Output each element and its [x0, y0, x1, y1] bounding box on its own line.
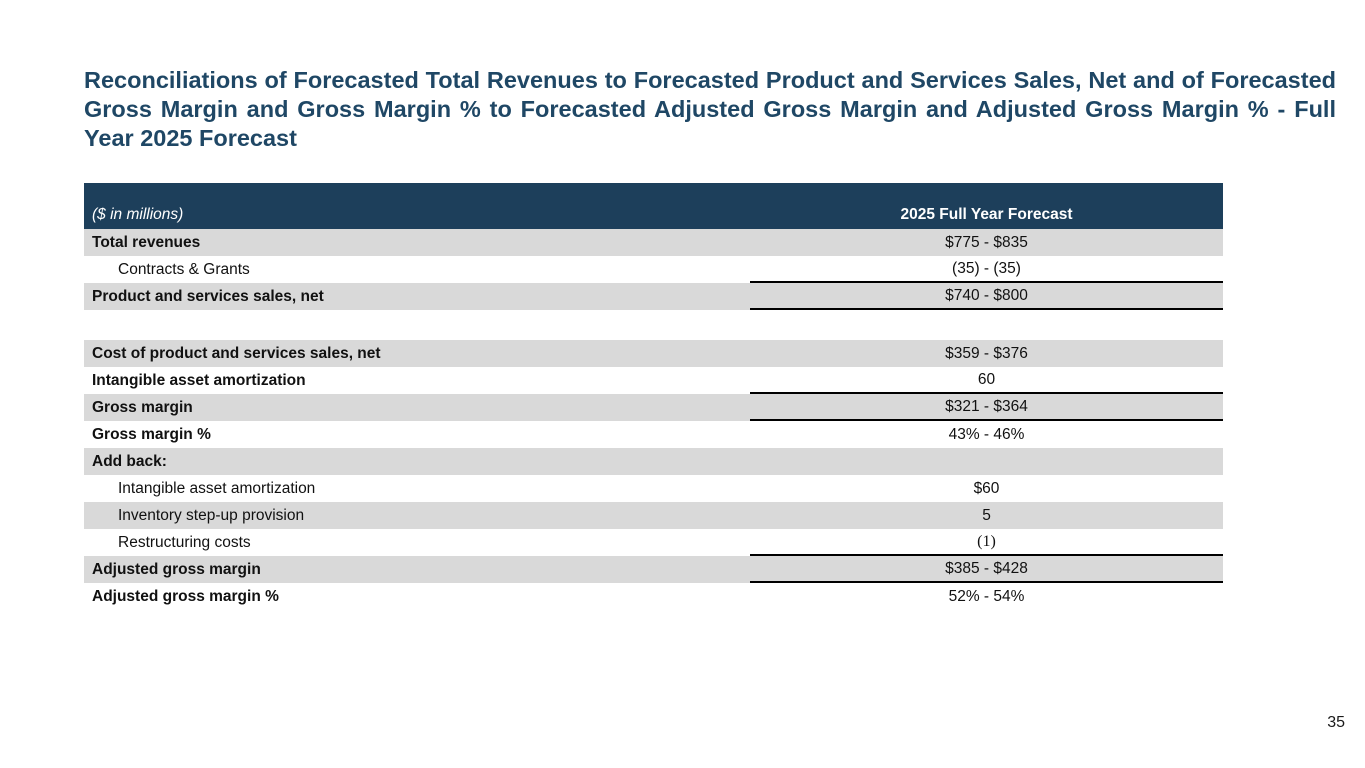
table-header-forecast-column: 2025 Full Year Forecast [900, 206, 1073, 223]
reconciliation-table: ($ in millions) 2025 Full Year Forecast … [84, 183, 1223, 610]
table-row: Adjusted gross margin $385 - $428 [84, 556, 1223, 583]
row-value: 52% - 54% [948, 587, 1025, 605]
table-row: Product and services sales, net $740 - $… [84, 283, 1223, 310]
row-label: Product and services sales, net [92, 287, 324, 305]
row-value: (35) - (35) [750, 256, 1223, 283]
table-row: Inventory step-up provision 5 [84, 502, 1223, 529]
row-label: Gross margin [92, 398, 193, 416]
row-value: $359 - $376 [945, 344, 1028, 362]
row-value: 60 [750, 367, 1223, 394]
row-label [84, 310, 750, 340]
row-label: Intangible asset amortization [118, 479, 316, 497]
table-row: Restructuring costs (1) [84, 529, 1223, 556]
table-row: Adjusted gross margin % 52% - 54% [84, 583, 1223, 610]
row-value: $775 - $835 [945, 233, 1028, 251]
table-row: Gross margin % 43% - 46% [84, 421, 1223, 448]
table-row [84, 310, 1223, 340]
row-label: Inventory step-up provision [118, 506, 305, 524]
table-row: Intangible asset amortization $60 [84, 475, 1223, 502]
row-value [750, 448, 1223, 475]
table-header-row: ($ in millions) 2025 Full Year Forecast [84, 183, 1223, 229]
row-value: 43% - 46% [948, 425, 1025, 443]
slide-title: Reconciliations of Forecasted Total Reve… [84, 67, 1336, 151]
row-label: Cost of product and services sales, net [92, 344, 381, 362]
table-row: Total revenues $775 - $835 [84, 229, 1223, 256]
row-label: Adjusted gross margin % [92, 587, 279, 605]
row-label: Total revenues [92, 233, 201, 251]
table-row: Intangible asset amortization 60 [84, 367, 1223, 394]
row-label: Contracts & Grants [118, 260, 250, 278]
page-number: 35 [1327, 714, 1345, 731]
row-label: Intangible asset amortization [92, 371, 306, 389]
row-value: $321 - $364 [750, 394, 1223, 421]
row-value: (1) [750, 529, 1223, 556]
table-row: Contracts & Grants (35) - (35) [84, 256, 1223, 283]
table-header-units-label: ($ in millions) [92, 206, 184, 223]
row-value: $740 - $800 [750, 283, 1223, 310]
table-row: Cost of product and services sales, net … [84, 340, 1223, 367]
row-value: $385 - $428 [750, 556, 1223, 583]
row-label: Gross margin % [92, 425, 211, 443]
row-value: $60 [973, 479, 1000, 497]
row-value [750, 310, 1223, 340]
table-rows: Total revenues $775 - $835 Contracts & G… [84, 229, 1223, 610]
table-row: Add back: [84, 448, 1223, 475]
table-row: Gross margin $321 - $364 [84, 394, 1223, 421]
row-value: 5 [982, 506, 991, 524]
row-label: Add back: [92, 452, 167, 470]
row-label: Restructuring costs [118, 533, 251, 551]
row-label: Adjusted gross margin [92, 560, 261, 578]
